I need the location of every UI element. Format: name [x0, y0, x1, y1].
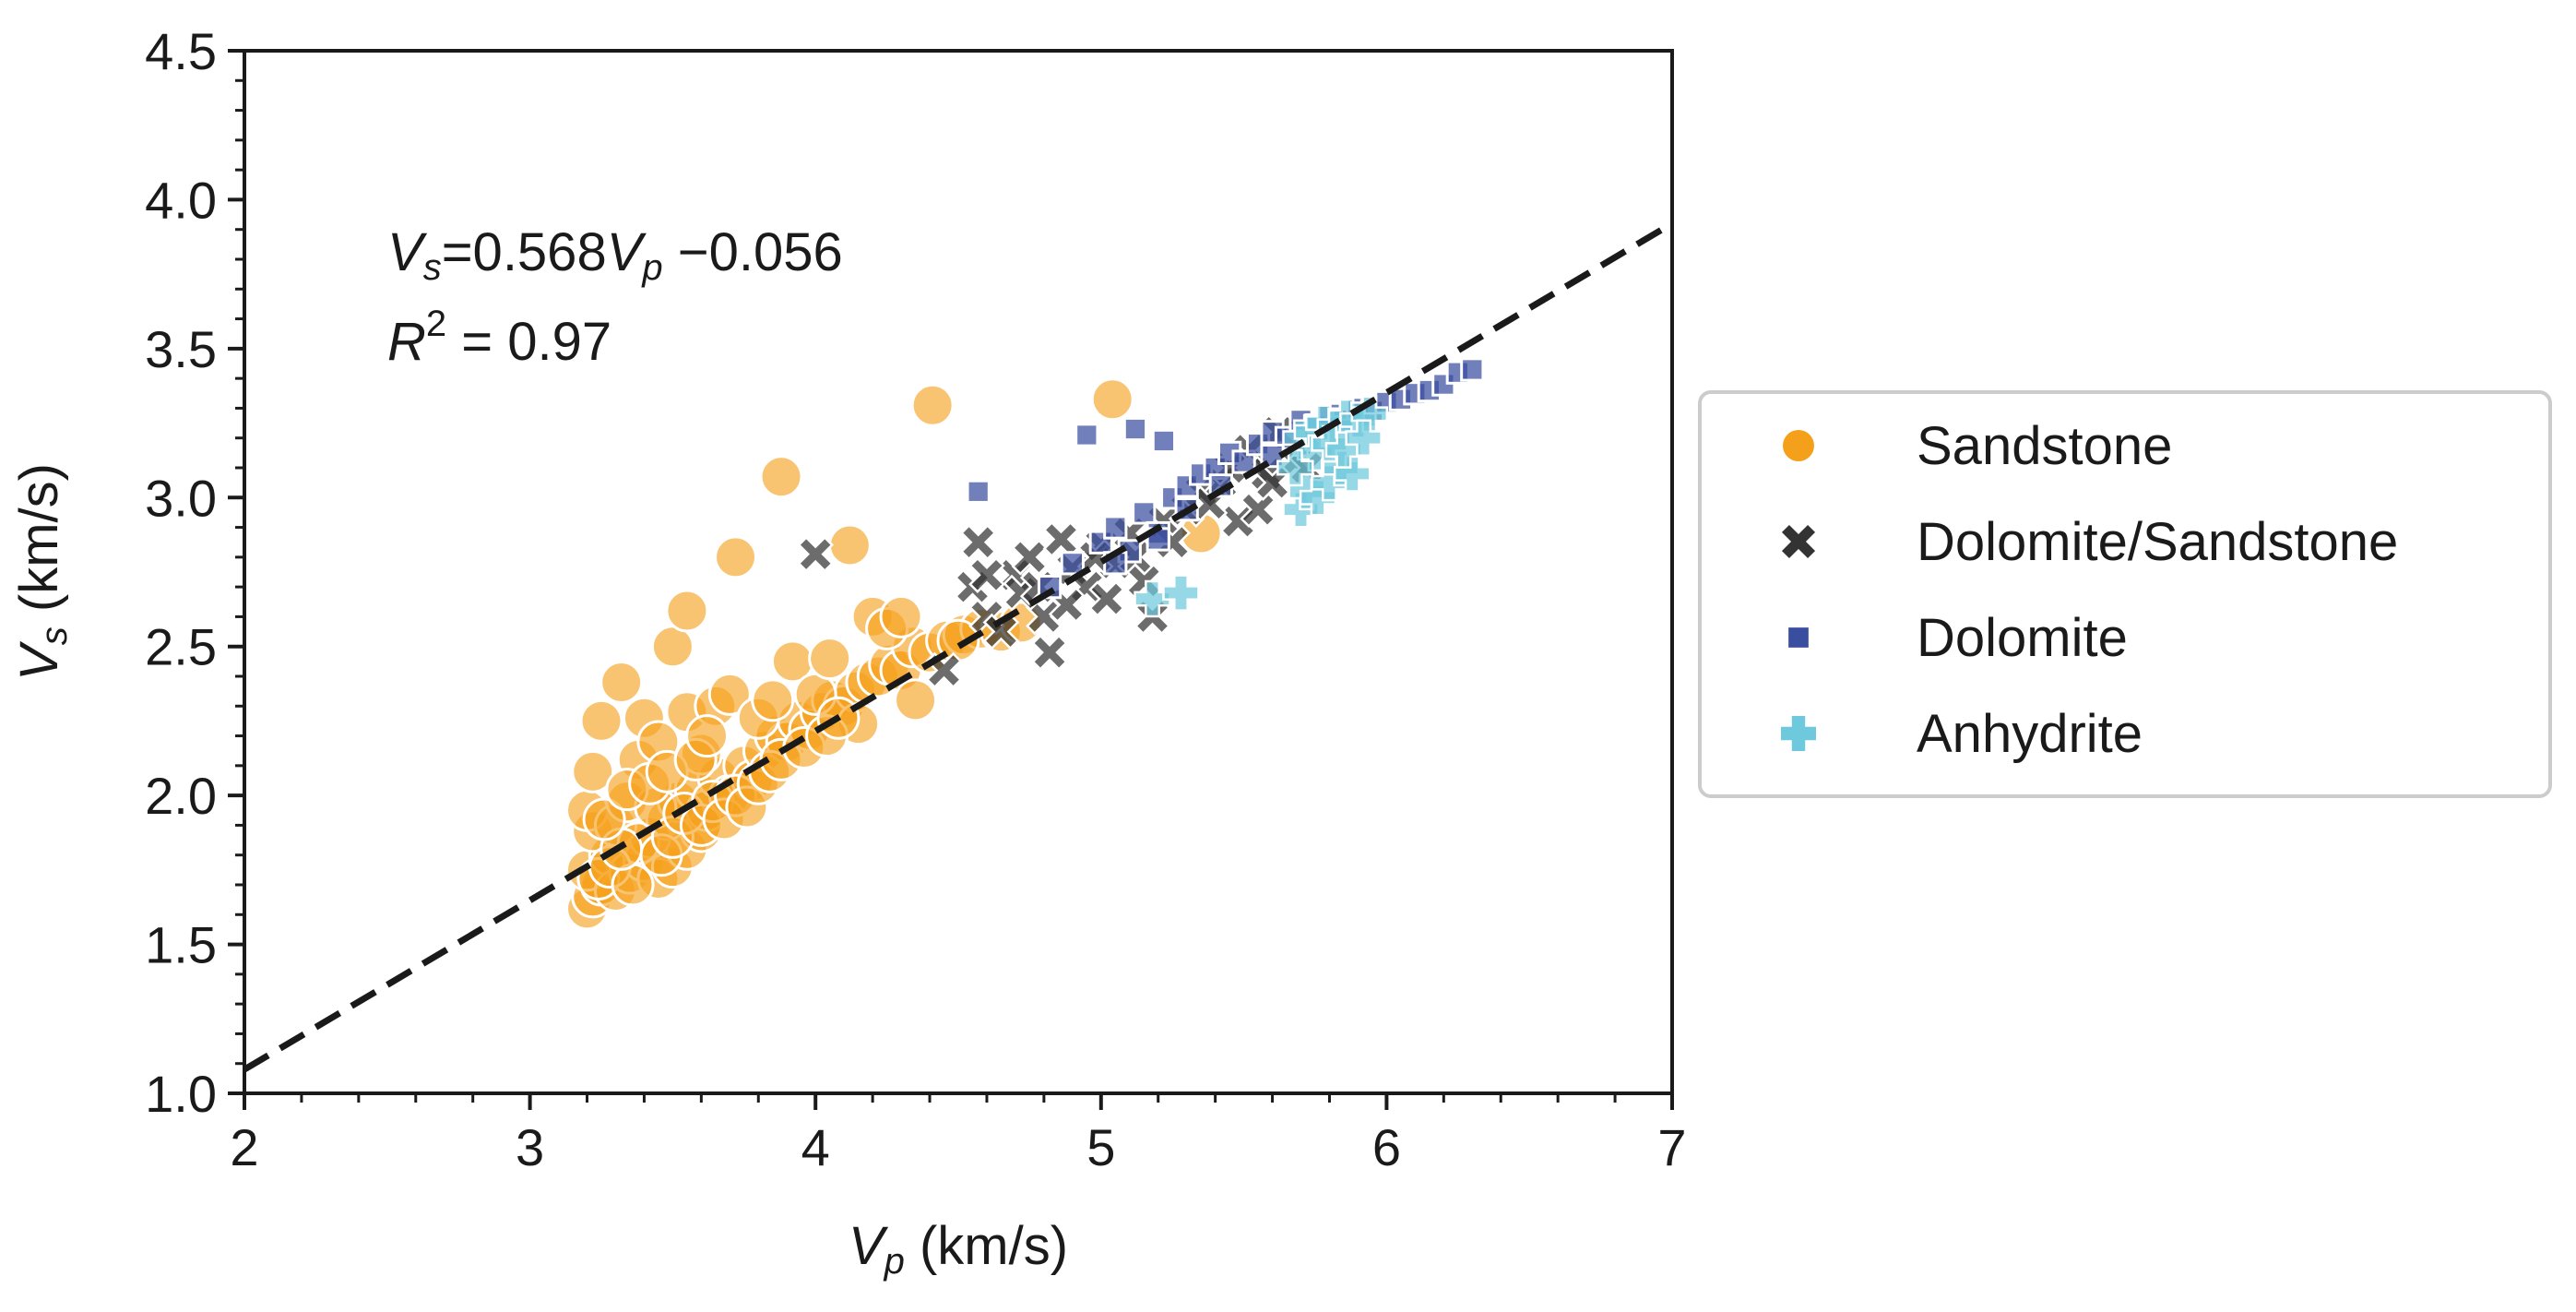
legend-marker-square [1788, 627, 1809, 648]
eq-mid: =0.568 [442, 222, 607, 282]
legend-marker-circle [1783, 430, 1814, 461]
data-point [665, 589, 709, 633]
x-tick-label: 7 [1657, 1118, 1686, 1176]
data-point [910, 383, 955, 427]
data-point [714, 535, 758, 579]
legend-item: Sandstone [1783, 416, 2172, 476]
legend-label: Dolomite [1917, 608, 2128, 668]
r2-var: R [387, 312, 426, 372]
x-tick-label: 2 [230, 1118, 258, 1176]
legend-label: Anhydrite [1917, 704, 2143, 764]
series-anhydrite [1134, 395, 1389, 618]
data-point [1031, 634, 1068, 671]
r-squared: R2 = 0.97 [387, 304, 611, 372]
x-tick-label: 3 [516, 1118, 544, 1176]
legend-frame [1698, 390, 2552, 798]
data-point [1060, 551, 1085, 576]
data-point [611, 863, 655, 907]
data-point [1074, 423, 1099, 447]
legend-label: Dolomite/Sandstone [1917, 512, 2398, 572]
data-point [1276, 448, 1314, 487]
legend-marker-x [1781, 524, 1816, 559]
data-point [1162, 574, 1200, 612]
y-tick-label: 2.0 [145, 767, 217, 825]
data-point [1103, 515, 1128, 540]
y-tick-label: 3.5 [145, 320, 217, 378]
data-point [827, 523, 872, 567]
data-point [968, 556, 1005, 594]
data-point [707, 672, 752, 716]
y-axis-ticks: 1.0 1.5 2.0 2.5 3.0 3.5 4.0 4.5 [145, 22, 244, 1123]
data-point [685, 714, 730, 758]
data-point [959, 523, 997, 561]
legend: Sandstone Dolomite/Sandstone Dolomite Anhyd… [1698, 390, 2552, 798]
x-tick-label: 5 [1086, 1118, 1115, 1176]
data-point [797, 535, 835, 573]
legend-item: Dolomite/Sandstone [1781, 512, 2398, 572]
fit-line [243, 221, 1674, 1073]
y-tick-label: 4.0 [145, 171, 217, 229]
data-point [1151, 428, 1177, 454]
data-point [582, 797, 626, 841]
y-axis-unit: (km/s) [9, 463, 69, 626]
data-point [1090, 377, 1134, 422]
legend-item: Anhydrite [1781, 704, 2143, 764]
data-point [966, 479, 991, 504]
y-tick-label: 4.5 [145, 22, 217, 80]
data-point [1334, 455, 1371, 493]
x-axis-ticks: 2 3 4 5 6 7 [230, 1093, 1687, 1176]
x-axis-sub: p [884, 1241, 905, 1282]
data-point [759, 455, 803, 499]
legend-item: Dolomite [1788, 608, 2128, 668]
x-axis-label: Vp (km/s) [849, 1216, 1068, 1282]
data-point [1122, 416, 1148, 442]
data-point [571, 749, 615, 793]
eq-rhs-var: V [607, 222, 647, 282]
eq-lhs-sub: s [423, 247, 442, 288]
r2-tail: = 0.97 [446, 312, 611, 372]
data-point [894, 678, 938, 722]
y-tick-label: 1.0 [145, 1065, 217, 1123]
eq-lhs-var: V [387, 222, 428, 282]
plot-area [244, 51, 1672, 1093]
data-point [751, 678, 795, 722]
data-point [1132, 500, 1157, 525]
axes-frame [243, 49, 1674, 1095]
x-axis-unit: (km/s) [905, 1216, 1068, 1276]
data-point [1011, 539, 1049, 576]
x-tick-label: 6 [1372, 1118, 1401, 1176]
fit-equation: Vs=0.568Vp −0.056 [387, 222, 843, 288]
x-axis-var: V [849, 1216, 889, 1276]
y-axis-label: Vs (km/s) [9, 463, 75, 681]
y-tick-label: 2.5 [145, 618, 217, 676]
data-point [879, 594, 923, 638]
r2-sup: 2 [426, 304, 446, 344]
data-point [808, 637, 852, 681]
y-axis-sub: s [34, 626, 75, 645]
eq-rhs-sub: p [641, 247, 662, 288]
data-point [1460, 357, 1485, 382]
eq-tail: −0.056 [663, 222, 843, 282]
data-point [599, 660, 644, 704]
data-point [1231, 449, 1256, 474]
data-point [1345, 419, 1383, 457]
data-point [1088, 580, 1125, 617]
data-point [579, 698, 623, 743]
y-axis-var: V [9, 640, 69, 681]
legend-items: Sandstone Dolomite/Sandstone Dolomite Anhyd… [1781, 416, 2398, 764]
y-tick-label: 1.5 [145, 916, 217, 974]
legend-marker-plus [1781, 716, 1816, 751]
legend-label: Sandstone [1917, 416, 2172, 476]
x-tick-label: 4 [801, 1118, 830, 1176]
series-sandstone [565, 377, 1223, 931]
y-tick-label: 3.0 [145, 469, 217, 527]
scatter-points [565, 357, 1485, 931]
data-point [1134, 579, 1171, 618]
